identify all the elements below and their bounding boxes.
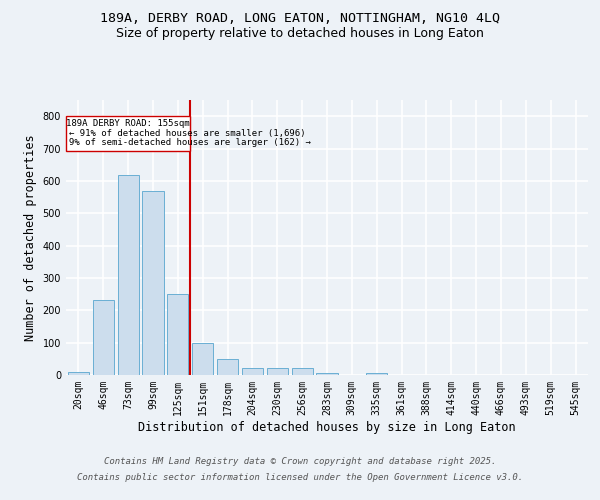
Bar [316, 374, 338, 375]
Bar [118, 175, 139, 375]
X-axis label: Distribution of detached houses by size in Long Eaton: Distribution of detached houses by size … [138, 420, 516, 434]
Bar [292, 368, 313, 375]
Bar [217, 360, 238, 375]
Text: 189A, DERBY ROAD, LONG EATON, NOTTINGHAM, NG10 4LQ: 189A, DERBY ROAD, LONG EATON, NOTTINGHAM… [100, 12, 500, 26]
Bar [167, 294, 188, 375]
Bar [366, 374, 387, 375]
Text: 189A DERBY ROAD: 155sqm: 189A DERBY ROAD: 155sqm [67, 118, 190, 128]
Text: Size of property relative to detached houses in Long Eaton: Size of property relative to detached ho… [116, 28, 484, 40]
Text: Contains HM Land Registry data © Crown copyright and database right 2025.: Contains HM Land Registry data © Crown c… [104, 458, 496, 466]
Bar [242, 368, 263, 375]
Bar [68, 372, 89, 375]
Bar [142, 190, 164, 375]
Bar [192, 344, 213, 375]
Bar [267, 368, 288, 375]
Y-axis label: Number of detached properties: Number of detached properties [24, 134, 37, 341]
Bar [93, 300, 114, 375]
Text: Contains public sector information licensed under the Open Government Licence v3: Contains public sector information licen… [77, 472, 523, 482]
Text: 9% of semi-detached houses are larger (162) →: 9% of semi-detached houses are larger (1… [69, 138, 311, 147]
Text: ← 91% of detached houses are smaller (1,696): ← 91% of detached houses are smaller (1,… [69, 128, 305, 138]
